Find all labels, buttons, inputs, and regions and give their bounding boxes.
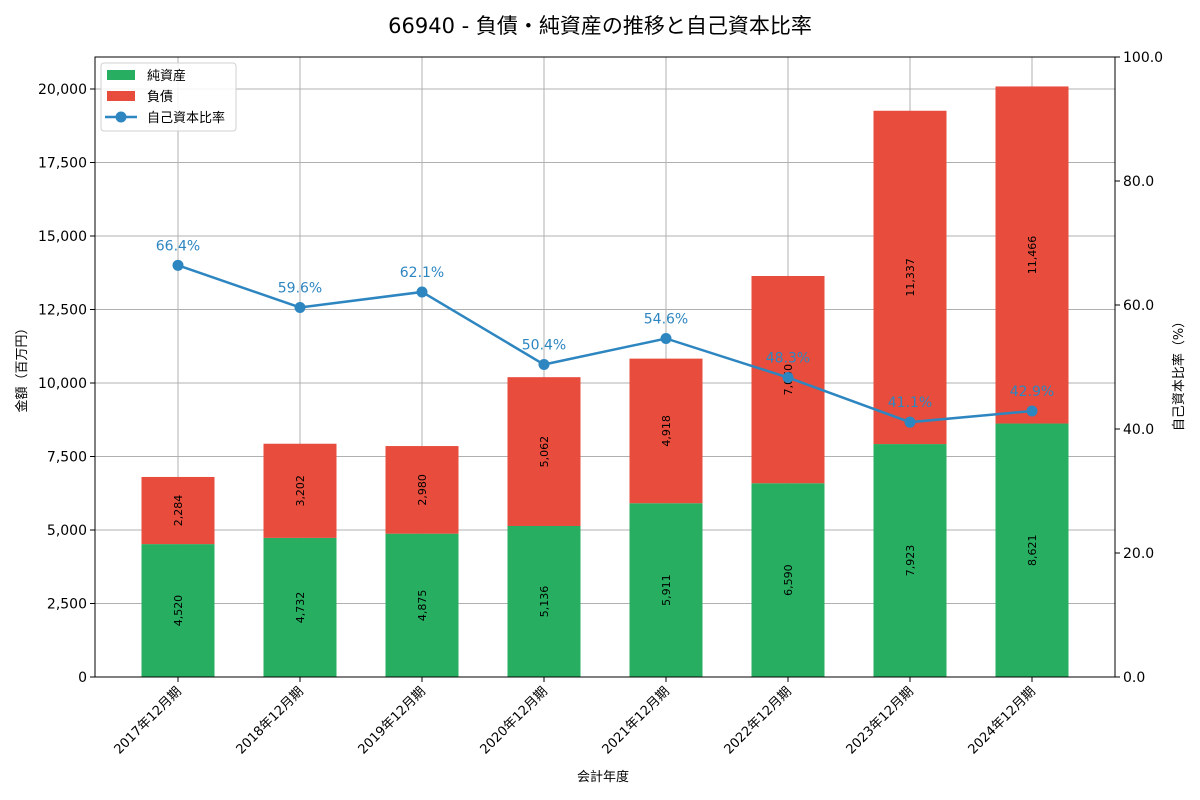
ratio-marker	[538, 359, 550, 371]
x-tick-label: 2024年12月期	[966, 684, 1039, 757]
legend: 純資産 負債 自己資本比率	[100, 62, 237, 132]
bar-liabilities	[507, 377, 581, 527]
plot-frame	[94, 56, 1116, 678]
x-tick-label: 2022年12月期	[722, 684, 795, 757]
left-tick-label: 12,500	[38, 303, 87, 319]
ratio-marker	[172, 259, 184, 271]
left-y-axis: 0 2,500 5,000 7,500 10,000 12,500 15,000 17,500…	[38, 82, 95, 686]
bar-equity	[385, 533, 459, 677]
left-axis-label: 金額（百万円）	[14, 321, 30, 412]
ratio-value-label: 54.6%	[644, 311, 688, 327]
left-tick-label: 15,000	[38, 229, 87, 245]
right-tick-label: 0.0	[1123, 670, 1145, 686]
ratio-value-label: 42.9%	[1010, 384, 1054, 400]
bar-equity-value: 4,732	[294, 592, 307, 624]
legend-equity-swatch	[107, 70, 135, 80]
bar-liabilities	[995, 86, 1069, 424]
ratio-marker	[660, 332, 672, 344]
x-tick-label: 2021年12月期	[600, 684, 673, 757]
ratio-value-label: 41.1%	[888, 395, 932, 411]
bar-liabilities	[263, 443, 337, 538]
bar-equity-value: 5,136	[538, 586, 551, 618]
chart-title: 66940 - 負債・純資産の推移と自己資本比率	[388, 14, 812, 38]
x-axis-label: 会計年度	[577, 769, 629, 785]
ratio-line	[177, 264, 1033, 424]
right-tick-label: 20.0	[1123, 546, 1154, 562]
x-tick-label: 2023年12月期	[844, 684, 917, 757]
x-tick-label: 2020年12月期	[478, 684, 551, 757]
x-tick-label: 2019年12月期	[356, 684, 429, 757]
bar-equity	[995, 423, 1069, 677]
x-tick-label: 2018年12月期	[234, 684, 307, 757]
right-tick-label: 40.0	[1123, 422, 1154, 438]
legend-equity-label: 純資産	[147, 68, 186, 84]
bar-liabilities-value: 11,466	[1026, 236, 1039, 275]
bar-equity-value: 4,520	[172, 595, 185, 627]
bar-liabilities	[141, 476, 215, 545]
bar-equity-value: 4,875	[416, 590, 429, 622]
bar-equity-value: 5,911	[660, 574, 673, 606]
left-tick-label: 2,500	[47, 597, 87, 613]
bar-equity-value: 7,923	[904, 545, 917, 577]
bar-equity	[751, 483, 825, 677]
ratio-marker	[904, 416, 916, 428]
left-tick-label: 5,000	[47, 523, 87, 539]
left-tick-label: 17,500	[38, 156, 87, 172]
x-tick-label: 2017年12月期	[112, 684, 185, 757]
bar-equity-value: 6,590	[782, 564, 795, 596]
ratio-marker	[416, 286, 428, 298]
bar-equity-value: 8,621	[1026, 535, 1039, 567]
legend-ratio-label: 自己資本比率	[147, 110, 225, 126]
bar-liabilities	[873, 110, 947, 445]
legend-ratio-marker-icon	[115, 111, 127, 123]
right-axis-label: 自己資本比率（%）	[1171, 315, 1187, 431]
bar-series: 4,520 2,284 4,732 3,202 4,875 2,980 5,136 5,062…	[141, 86, 1069, 677]
ratio-marker	[782, 372, 794, 384]
left-tick-label: 0	[78, 670, 87, 686]
right-y-axis: 0.0 20.0 40.0 60.0 80.0 100.0	[1115, 50, 1163, 686]
right-tick-label: 100.0	[1123, 50, 1163, 66]
ratio-value-label: 50.4%	[522, 338, 566, 354]
x-axis: 2017年12月期 2018年12月期 2019年12月期 2020年12月期 2021…	[112, 677, 1039, 758]
ratio-value-label: 62.1%	[400, 265, 444, 281]
ratio-value-label: 59.6%	[278, 280, 322, 296]
ratio-value-label: 66.4%	[156, 238, 200, 254]
bar-liabilities-value: 11,337	[904, 258, 917, 297]
bar-liabilities	[385, 446, 459, 534]
right-tick-label: 80.0	[1123, 174, 1154, 190]
ratio-value-label: 48.3%	[766, 351, 810, 367]
left-tick-label: 20,000	[38, 82, 87, 98]
ratio-marker	[1026, 405, 1038, 417]
bar-liabilities	[629, 358, 703, 504]
legend-liabilities-label: 負債	[147, 90, 173, 105]
bar-liabilities-value: 2,284	[172, 495, 185, 527]
bar-equity	[507, 526, 581, 677]
bar-liabilities-value: 2,980	[416, 474, 429, 506]
bar-equity	[873, 444, 947, 677]
ratio-marker	[294, 301, 306, 313]
right-tick-label: 60.0	[1123, 298, 1154, 314]
bar-liabilities-value: 5,062	[538, 436, 551, 468]
legend-liabilities-swatch	[107, 91, 135, 101]
bar-equity	[141, 544, 215, 677]
bar-liabilities-value: 4,918	[660, 415, 673, 447]
ratio-line-series: 66.4% 59.6% 62.1% 50.4% 54.6% 48.3% 41.1% 42.9%	[156, 238, 1054, 428]
gridlines	[95, 57, 1115, 677]
left-tick-label: 10,000	[38, 376, 87, 392]
bar-equity	[263, 537, 337, 677]
bar-liabilities-value: 3,202	[294, 475, 307, 507]
bar-equity	[629, 503, 703, 677]
left-tick-label: 7,500	[47, 450, 87, 466]
